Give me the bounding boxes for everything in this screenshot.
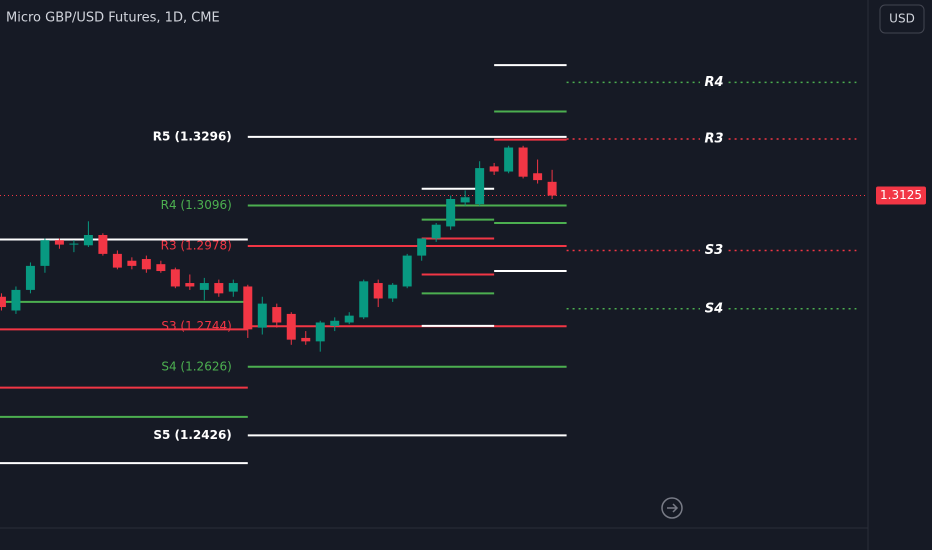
candle-body <box>11 289 21 311</box>
candle-body <box>40 240 50 266</box>
candle-body <box>54 240 64 245</box>
candle-body <box>417 238 427 256</box>
candle-body <box>69 243 79 245</box>
scroll-arrow <box>667 503 679 513</box>
candle-body <box>504 147 514 172</box>
level-tag: R3 <box>704 131 723 146</box>
level-tag: S4 <box>705 301 723 316</box>
candle-body <box>25 265 35 290</box>
candle-body <box>257 303 267 328</box>
candle-body <box>243 286 253 330</box>
candle-body <box>286 313 296 340</box>
level-label: R3 (1.2978) <box>161 238 232 252</box>
last-price-box <box>876 186 926 205</box>
level-label: R4 (1.3096) <box>161 198 232 212</box>
level-tag-bg <box>700 241 728 260</box>
candle-body <box>112 253 122 268</box>
currency-label[interactable]: USD <box>889 12 915 26</box>
candle-body <box>460 197 470 203</box>
candles <box>0 145 557 352</box>
candle-body <box>127 260 137 266</box>
scroll-button[interactable] <box>661 497 683 519</box>
candle-body <box>344 315 354 323</box>
candle-body <box>0 296 6 308</box>
level-tag: S3 <box>705 243 723 258</box>
currency-button[interactable] <box>879 4 925 34</box>
level-tag-bg <box>700 129 728 148</box>
candle-body <box>301 337 311 342</box>
last-price-label: 1.3125 <box>880 188 922 202</box>
candle-body <box>359 281 369 318</box>
candle-body <box>533 173 543 181</box>
level-tag-bg <box>700 299 728 318</box>
candle-body <box>402 255 412 287</box>
level-label: S5 (1.2426) <box>153 428 231 442</box>
candle-body <box>315 322 325 342</box>
candle-body <box>199 283 209 290</box>
candle-body <box>228 283 238 292</box>
candle-body <box>170 269 180 287</box>
candle-body <box>489 166 499 172</box>
level-tag-bg <box>700 73 728 92</box>
candle-body <box>431 224 441 239</box>
level-label: R5 (1.3296) <box>153 129 232 143</box>
level-label: S4 (1.2626) <box>161 359 231 373</box>
candle-body <box>185 283 195 287</box>
candle-body <box>373 283 383 299</box>
level-tag: R4 <box>704 75 723 90</box>
candle-body <box>156 264 166 272</box>
candle-body <box>388 284 398 299</box>
candle-body <box>475 168 485 205</box>
candle-body <box>547 181 557 196</box>
candle-body <box>272 307 282 323</box>
level-label: S3 (1.2744) <box>161 319 231 333</box>
levels: R5 (1.3296) R4 (1.3096) R3 (1.2978) S3 (1.2… <box>0 64 868 465</box>
candle-body <box>98 235 108 254</box>
candle-body <box>446 198 456 227</box>
candle-body <box>330 320 340 326</box>
candle-body <box>83 235 93 246</box>
chart-title: Micro GBP/USD Futures, 1D, CME <box>6 11 220 26</box>
candle-body <box>141 259 151 270</box>
candle-body <box>518 147 528 177</box>
axes: 1.3125 <box>876 186 926 205</box>
candle-body <box>214 283 224 294</box>
